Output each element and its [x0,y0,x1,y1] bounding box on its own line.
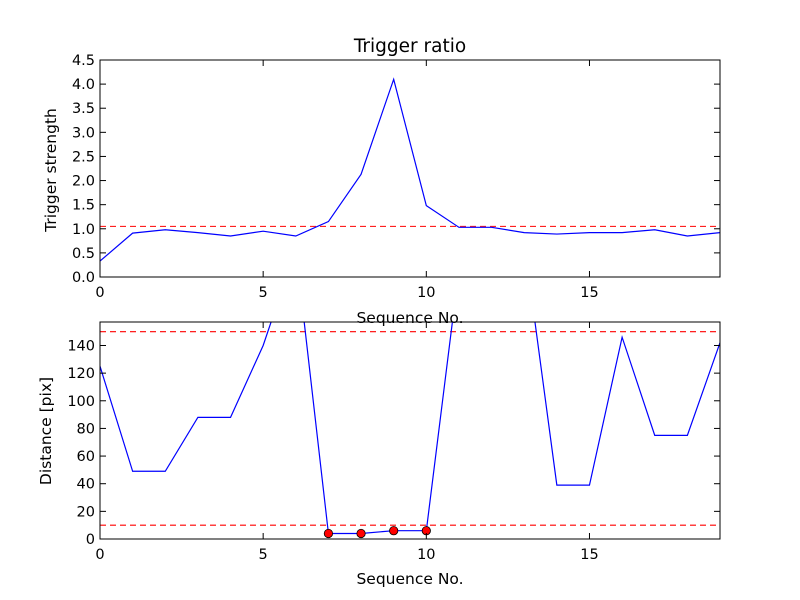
axes-frame [99,59,721,278]
x-tick-label: 10 [417,285,435,301]
y-tick-label: 2.5 [72,149,95,165]
y-tick-label: 20 [77,504,95,520]
data-point-marker [389,526,399,536]
x-tick-label: 15 [580,547,598,563]
chart-title: Trigger ratio [353,36,466,57]
y-axis-label: Trigger strength [42,108,60,233]
y-tick-label: 3.5 [72,101,95,117]
x-tick-label: 5 [259,285,268,301]
y-tick-label: 1.5 [72,198,95,214]
y-tick-label: 1.0 [72,222,95,238]
x-tick-label: 5 [259,547,268,563]
plot-area: 0 5 10 15 0 20 40 60 80 100 120 140 [67,321,721,563]
y-tick-label: 4.0 [72,77,95,93]
data-layer [100,77,720,262]
series-line [100,77,720,262]
x-axis-label: Sequence No. [356,570,463,588]
distance-panel: Sequence No. Distance [pix] 0 5 10 15 0 20 40 6… [37,321,721,588]
y-tick-label: 2.0 [72,174,95,190]
y-axis-label: Distance [pix] [37,377,55,485]
y-tick-label: 60 [77,449,95,465]
y-tick-label: 0.5 [72,246,95,262]
data-layer [100,322,720,535]
y-tick-label: 80 [77,421,95,437]
y-tick-label: 0 [86,532,95,548]
plot-area: 0 5 10 15 0.0 0.5 1.0 1.5 2.0 2.5 3.0 3.5 4.0 4.5 [72,53,721,301]
y-tick-label: 40 [77,477,95,493]
y-tick-label: 3.0 [72,125,95,141]
y-tick-label: 4.5 [72,53,95,69]
x-tick-label: 0 [95,547,104,563]
axes-frame [99,321,721,540]
y-tick-label: 140 [67,338,95,354]
data-point-marker [356,528,366,539]
x-tick-label: 10 [417,547,435,563]
series-line [100,322,720,535]
x-axis-label: Sequence No. [356,309,463,327]
y-tick-label: 0.0 [72,270,95,286]
x-tick-label: 15 [580,285,598,301]
y-tick-label: 100 [67,394,95,410]
data-point-marker [323,528,334,539]
x-tick-label: 0 [95,285,104,301]
trigger-ratio-panel: Trigger ratio Sequence No. Trigger stren… [42,36,721,327]
y-tick-label: 120 [67,366,95,382]
